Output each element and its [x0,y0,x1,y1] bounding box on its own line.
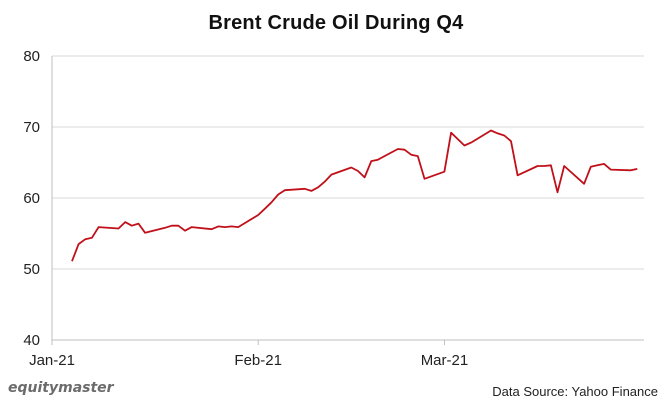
data-point [164,227,166,229]
data-point [603,163,605,165]
data-point [84,238,86,240]
data-point [536,165,538,167]
data-point [91,237,93,239]
data-point [117,227,119,229]
data-point [490,129,492,131]
data-point [417,155,419,157]
brent-price-line [71,129,638,262]
data-point [224,226,226,228]
data-point [330,173,332,175]
x-tick-label: Feb-21 [234,352,282,369]
data-source-note: Data Source: Yahoo Finance [492,384,658,399]
data-point [350,166,352,168]
data-point [503,134,505,136]
data-point [596,164,598,166]
data-point [377,158,379,160]
equitymaster-logo: equitymaster [8,380,114,396]
data-point [257,214,259,216]
y-tick-label: 60 [23,190,40,207]
data-point [210,228,212,230]
data-point [516,174,518,176]
y-tick-label: 40 [23,332,40,349]
data-point [543,165,545,167]
data-point [310,190,312,192]
data-point [583,183,585,185]
data-point [131,224,133,226]
data-point [317,186,319,188]
series-layer [71,129,638,262]
data-point [177,224,179,226]
y-tick-label: 80 [23,48,40,65]
axis-layer: 40 50 60 70 80 Jan-21 Feb-21 Mar-21 [23,48,644,369]
data-point [470,141,472,143]
y-tick-label: 50 [23,261,40,278]
data-point [71,260,73,262]
x-tick-label: Jan-21 [29,352,75,369]
data-point [97,226,99,228]
data-point [397,148,399,150]
data-point [423,178,425,180]
data-point [610,168,612,170]
data-point [636,168,638,170]
data-point [450,131,452,133]
data-point [590,166,592,168]
data-point [410,153,412,155]
data-point [463,144,465,146]
data-point [363,176,365,178]
data-point [357,170,359,172]
data-point [563,165,565,167]
data-point [124,221,126,223]
data-point [230,225,232,227]
data-point [457,138,459,140]
data-point [324,180,326,182]
data-point [184,229,186,231]
x-tick-label: Mar-21 [421,352,469,369]
data-point [496,132,498,134]
data-point [77,243,79,245]
data-point [277,193,279,195]
data-point [284,189,286,191]
data-point [237,226,239,228]
data-point [403,149,405,151]
data-point [264,207,266,209]
data-point [629,169,631,171]
data-point [304,188,306,190]
data-point [171,224,173,226]
data-point [556,191,558,193]
data-point [217,225,219,227]
data-point [443,171,445,173]
data-point [190,226,192,228]
grid-layer [52,55,644,341]
y-tick-label: 70 [23,119,40,136]
data-point [550,164,552,166]
chart-title: Brent Crude Oil During Q4 [208,12,464,34]
data-point [510,140,512,142]
data-point [270,201,272,203]
data-point [137,222,139,224]
data-point [370,160,372,162]
data-point [144,232,146,234]
